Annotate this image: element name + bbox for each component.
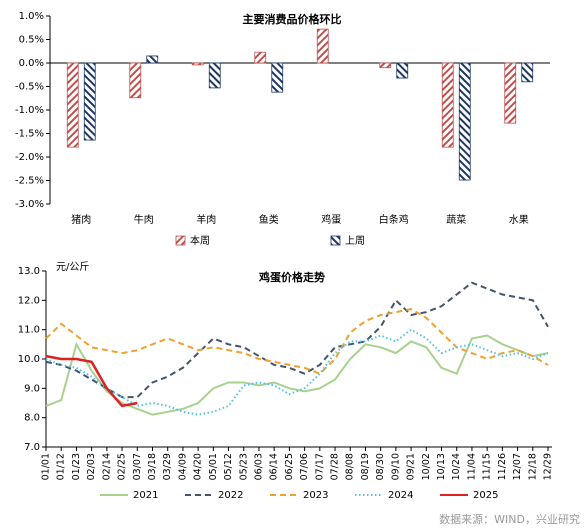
bar bbox=[521, 62, 534, 83]
x-tick-label: 白条鸡 bbox=[379, 213, 409, 226]
x-tick-label: 鸡蛋 bbox=[321, 213, 341, 226]
legend-label: 2023 bbox=[303, 490, 328, 501]
bar bbox=[66, 62, 79, 148]
y-tick-label: 9.0 bbox=[24, 383, 40, 394]
bar bbox=[458, 62, 471, 181]
x-tick-label: 08/30 bbox=[375, 453, 386, 480]
bar bbox=[208, 62, 221, 89]
legend-swatch bbox=[175, 235, 186, 246]
x-tick-label: 03/18 bbox=[147, 453, 158, 480]
source: 数据来源：WIND，兴业研究 bbox=[439, 512, 580, 526]
y-axis-label: 元/公斤 bbox=[56, 261, 89, 273]
x-tick-label: 03/07 bbox=[132, 453, 143, 480]
x-tick-label: 羊肉 bbox=[196, 213, 216, 226]
x-tick-label: 02/25 bbox=[117, 453, 128, 480]
x-tick-label: 02/14 bbox=[101, 453, 112, 480]
x-tick-label: 鱼类 bbox=[259, 213, 279, 226]
x-tick-label: 12/29 bbox=[543, 453, 554, 480]
x-tick-label: 10/13 bbox=[436, 453, 447, 480]
x-tick-label: 01/23 bbox=[71, 453, 82, 480]
y-tick-label: 1.0% bbox=[19, 11, 44, 22]
chart-title: 主要消费品价格环比 bbox=[243, 12, 342, 26]
y-tick-label: 10.0 bbox=[18, 354, 40, 365]
x-tick-label: 04/20 bbox=[193, 453, 204, 480]
x-tick-label: 02/03 bbox=[86, 453, 97, 480]
x-tick-label: 06/14 bbox=[269, 453, 280, 480]
x-tick-label: 11/26 bbox=[497, 453, 508, 480]
legend-label: 本周 bbox=[190, 234, 210, 247]
x-tick-label: 05/12 bbox=[223, 453, 234, 480]
y-tick-label: 7.0 bbox=[24, 442, 40, 453]
line bbox=[45, 328, 549, 416]
legend-label: 2021 bbox=[133, 490, 158, 501]
x-tick-label: 牛肉 bbox=[134, 213, 154, 226]
chart-title: 鸡蛋价格走势 bbox=[258, 270, 325, 284]
x-tick-label: 01/12 bbox=[56, 453, 67, 480]
x-tick-label: 07/06 bbox=[299, 453, 310, 480]
x-tick-label: 04/09 bbox=[177, 453, 188, 480]
x-tick-label: 10/02 bbox=[421, 453, 432, 480]
x-tick-label: 11/15 bbox=[482, 453, 493, 480]
y-tick-label: 8.0 bbox=[24, 413, 40, 424]
y-tick-label: 0.0% bbox=[19, 58, 44, 69]
x-tick-label: 08/08 bbox=[345, 453, 356, 480]
y-tick-label: -0.5% bbox=[15, 82, 44, 93]
y-tick-label: 0.5% bbox=[19, 35, 44, 46]
x-tick-label: 07/28 bbox=[330, 453, 341, 480]
bar bbox=[271, 62, 284, 93]
x-tick-label: 蔬菜 bbox=[446, 214, 466, 226]
legend-label: 2024 bbox=[388, 490, 413, 501]
y-tick-label: -2.0% bbox=[15, 152, 44, 163]
x-tick-label: 12/07 bbox=[512, 453, 523, 480]
bar bbox=[83, 62, 96, 141]
x-tick-label: 11/04 bbox=[466, 453, 477, 480]
legend-label: 2022 bbox=[218, 490, 243, 501]
x-tick-label: 07/17 bbox=[314, 453, 325, 480]
x-tick-label: 09/10 bbox=[390, 453, 401, 480]
line bbox=[45, 354, 138, 408]
x-tick-label: 水果 bbox=[509, 214, 529, 226]
y-tick-label: -1.5% bbox=[15, 129, 44, 140]
x-tick-label: 12/18 bbox=[527, 453, 538, 480]
legend-label: 上周 bbox=[345, 235, 365, 247]
x-tick-label: 06/03 bbox=[253, 453, 264, 480]
bar bbox=[504, 62, 517, 124]
y-tick-label: -2.5% bbox=[15, 176, 44, 187]
x-tick-label: 05/01 bbox=[208, 453, 219, 480]
line bbox=[45, 334, 549, 416]
line bbox=[45, 281, 549, 399]
x-tick-label: 06/25 bbox=[284, 453, 295, 480]
x-tick-label: 08/19 bbox=[360, 453, 371, 480]
bar bbox=[146, 55, 159, 64]
y-tick-label: -1.0% bbox=[15, 105, 44, 116]
bar bbox=[254, 51, 267, 64]
bar bbox=[441, 62, 454, 148]
x-tick-label: 05/23 bbox=[238, 453, 249, 480]
x-tick-label: 01/01 bbox=[41, 453, 52, 480]
y-tick-label: -3.0% bbox=[15, 199, 44, 210]
legend-swatch bbox=[330, 235, 341, 246]
x-tick-label: 猪肉 bbox=[71, 213, 91, 226]
bar bbox=[379, 62, 392, 69]
y-tick-label: 12.0 bbox=[18, 295, 40, 306]
x-tick-label: 03/29 bbox=[162, 453, 173, 480]
y-tick-label: 11.0 bbox=[18, 325, 40, 336]
bar bbox=[129, 62, 142, 99]
bar bbox=[316, 28, 329, 64]
y-tick-label: 13.0 bbox=[18, 266, 40, 277]
x-tick-label: 09/21 bbox=[406, 453, 417, 480]
x-tick-label: 10/24 bbox=[451, 453, 462, 480]
line bbox=[45, 308, 549, 375]
bar bbox=[191, 62, 204, 66]
legend-label: 2025 bbox=[473, 490, 498, 501]
bar bbox=[396, 62, 409, 79]
